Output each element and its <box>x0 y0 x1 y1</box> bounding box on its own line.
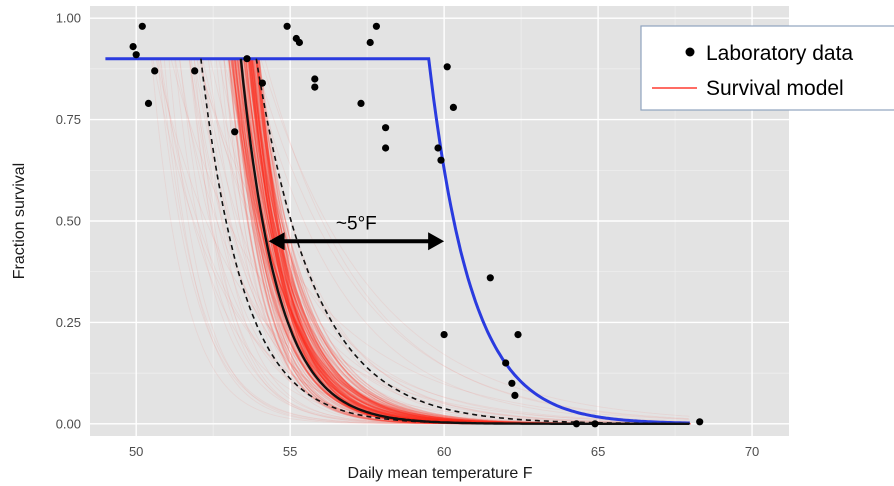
lab-data-point <box>591 420 599 428</box>
legend-label-model: Survival model <box>706 77 844 100</box>
lab-data-point <box>311 83 319 91</box>
lab-data-point <box>151 67 159 75</box>
model-lines <box>105 57 690 425</box>
annotation: ~5°F <box>268 213 445 251</box>
lab-data-point <box>258 79 266 87</box>
lab-data-point <box>372 22 380 30</box>
model-realisation-line <box>202 58 691 424</box>
legend-label-lab: Laboratory data <box>706 42 853 65</box>
y-tick-label: 0.25 <box>56 315 81 330</box>
lab-data-point <box>366 38 374 47</box>
arrowhead-left <box>268 232 285 251</box>
x-tick-label: 70 <box>745 444 759 459</box>
model-realisation-line <box>254 58 689 419</box>
lab-data-point <box>311 75 319 83</box>
lab-data-point <box>437 156 445 164</box>
y-ticks: 0.00 0.25 0.50 0.75 1.00 <box>56 11 81 432</box>
lab-data-point <box>486 274 494 282</box>
y-tick-label: 0.75 <box>56 112 81 127</box>
lab-data-point <box>696 418 704 426</box>
blue-survival-line <box>105 57 690 425</box>
lab-data-point <box>129 43 137 51</box>
x-tick-label: 50 <box>129 444 143 459</box>
lab-data-point <box>508 379 516 387</box>
lab-data-point <box>502 359 510 367</box>
lab-data-point <box>191 67 199 75</box>
model-realisation-line <box>260 58 690 417</box>
y-tick-label: 0.00 <box>56 416 81 431</box>
lab-data-point <box>572 420 581 428</box>
lab-data-point <box>138 22 146 30</box>
lab-data-point <box>132 51 140 59</box>
model-realisation-line <box>264 58 689 420</box>
model-realisation-line <box>209 58 689 424</box>
lab-points <box>129 22 704 428</box>
model-realisation-line <box>170 58 689 423</box>
lab-data-point <box>514 331 522 339</box>
model-bound-dashed-line <box>255 58 690 425</box>
x-tick-label: 60 <box>437 444 451 459</box>
lab-data-point <box>511 391 519 399</box>
y-tick-label: 1.00 <box>56 11 81 26</box>
model-realisation-line <box>196 58 690 420</box>
lab-data-point <box>382 124 390 132</box>
lab-data-point <box>357 99 365 107</box>
lab-data-point <box>443 63 451 71</box>
y-tick-label: 0.50 <box>56 214 81 229</box>
annotation-text: ~5°F <box>336 213 377 234</box>
lab-data-point <box>144 99 153 107</box>
model-realisation-line <box>155 58 691 424</box>
x-tick-label: 65 <box>591 444 605 459</box>
lab-data-point <box>382 144 390 152</box>
lab-data-point <box>440 331 448 339</box>
major-grid <box>90 6 789 436</box>
x-ticks: 50 55 60 65 70 <box>129 444 759 459</box>
model-realisation-line <box>251 58 691 422</box>
lab-data-point <box>283 22 291 30</box>
lab-data-point <box>231 128 239 136</box>
legend-point-marker <box>685 47 695 57</box>
lab-data-point <box>449 103 457 111</box>
legend-box <box>640 25 894 111</box>
arrowhead-right <box>428 232 445 251</box>
lab-data-point <box>295 38 303 47</box>
legend: Laboratory data Survival model <box>640 25 894 111</box>
y-axis-title: Fraction survival <box>11 163 28 279</box>
model-bound-dashed-line <box>200 58 689 425</box>
lab-data-point <box>243 55 251 63</box>
lab-data-point <box>434 144 442 152</box>
x-tick-label: 55 <box>283 444 297 459</box>
x-axis-title: Daily mean temperature F <box>348 465 533 482</box>
